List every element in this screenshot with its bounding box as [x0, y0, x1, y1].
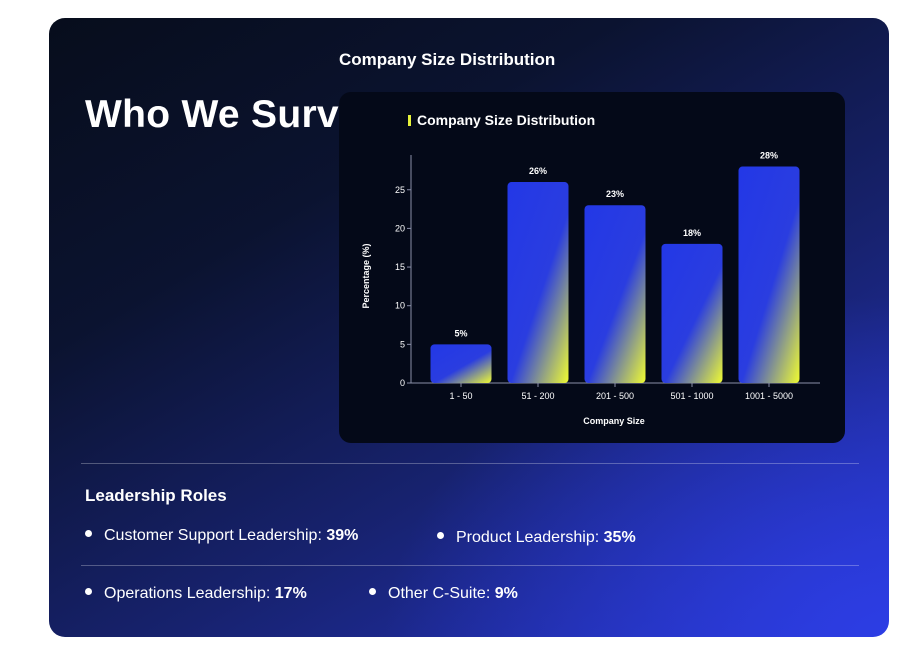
role-percentage: 9%: [494, 585, 518, 602]
x-tick-label: 51 - 200: [521, 391, 554, 401]
x-tick-label: 1001 - 5000: [745, 391, 793, 401]
bar-value-label: 18%: [683, 228, 701, 238]
bullet-dot: [85, 588, 92, 596]
role-customer-support: Customer Support Leadership: 39%: [85, 527, 358, 545]
bar: [584, 205, 646, 383]
bullet-dot: [437, 532, 444, 540]
bullet-dot: [369, 588, 376, 596]
role-percentage: 17%: [274, 585, 307, 602]
y-tick-label: 15: [395, 262, 405, 272]
role-product: Product Leadership: 35%: [437, 529, 636, 547]
bullet-dot: [85, 530, 92, 538]
role-label: Customer Support Leadership:: [104, 527, 322, 544]
role-operations: Operations Leadership: 17%: [85, 585, 307, 603]
y-tick-label: 5: [400, 339, 405, 349]
divider-bottom: [81, 565, 859, 566]
x-tick-label: 1 - 50: [449, 391, 472, 401]
bar: [430, 344, 492, 383]
x-tick-label: 501 - 1000: [670, 391, 713, 401]
bar: [738, 166, 800, 383]
y-tick-label: 0: [400, 378, 405, 388]
role-label: Product Leadership:: [456, 529, 600, 546]
bar: [661, 243, 723, 383]
survey-card: Who We Surveyed Company Size Distributio…: [49, 18, 889, 637]
bar: [507, 182, 569, 383]
roles-title: Leadership Roles: [85, 486, 227, 505]
chart-title: Company Size Distribution: [417, 112, 595, 128]
bar-value-label: 28%: [760, 151, 778, 161]
legend-marker: [408, 115, 411, 126]
bar-value-label: 26%: [529, 166, 547, 176]
chart-panel: Company Size Distribution 0 5 10 15 20 25 1 - …: [339, 92, 845, 443]
role-percentage: 35%: [603, 529, 636, 546]
x-tick-label: 201 - 500: [596, 391, 634, 401]
y-tick-label: 10: [395, 301, 405, 311]
role-percentage: 39%: [326, 527, 359, 544]
bar-value-label: 5%: [454, 328, 467, 338]
bar-chart: Company Size Distribution 0 5 10 15 20 25 1 - …: [361, 112, 820, 426]
role-other-csuite: Other C-Suite: 9%: [369, 585, 518, 603]
x-axis-label: Company Size: [583, 416, 645, 426]
y-tick-label: 25: [395, 185, 405, 195]
bar-value-label: 23%: [606, 189, 624, 199]
divider-top: [81, 463, 859, 464]
role-label: Other C-Suite:: [388, 585, 491, 602]
y-axis-label: Percentage (%): [361, 243, 371, 308]
role-label: Operations Leadership:: [104, 585, 271, 602]
y-tick-label: 20: [395, 223, 405, 233]
chart-heading: Company Size Distribution: [339, 50, 556, 69]
